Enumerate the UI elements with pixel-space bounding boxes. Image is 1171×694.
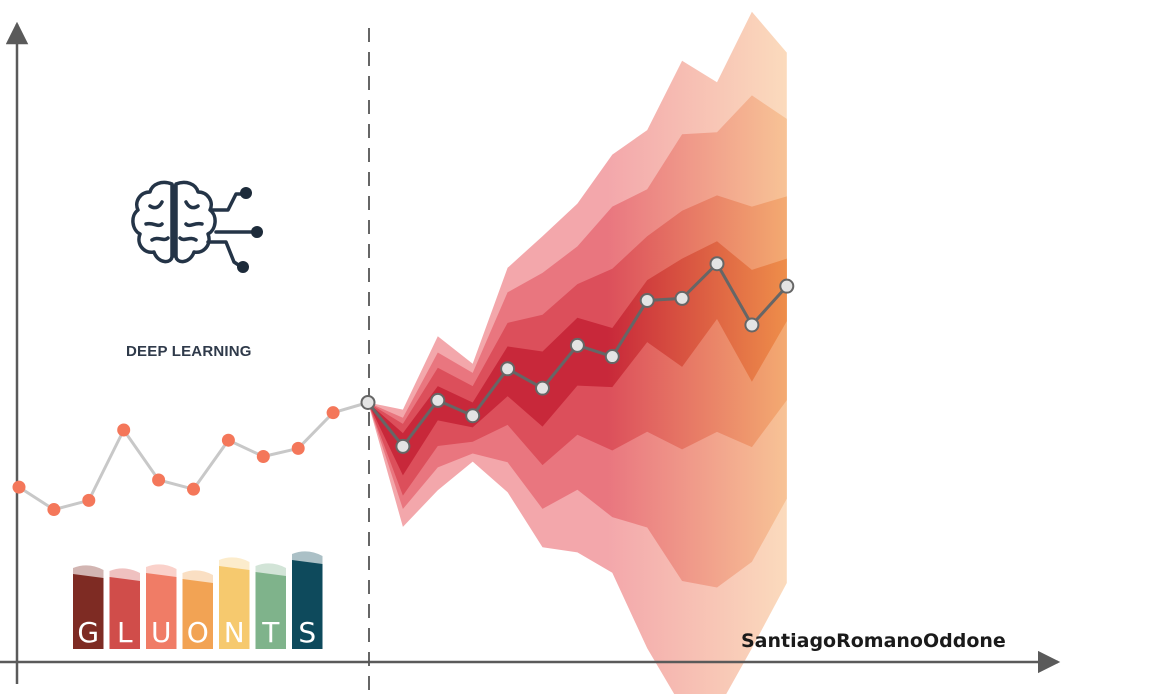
history-point <box>221 433 235 447</box>
fade-overlay <box>1040 0 1171 694</box>
history-point <box>326 406 340 420</box>
history-point <box>256 450 270 464</box>
forecast-point <box>709 256 725 272</box>
circuit-node-mid <box>251 226 263 238</box>
logo-bar <box>219 566 250 649</box>
history-point <box>82 493 96 507</box>
forecast-point <box>430 392 446 408</box>
logo-letter: N <box>224 616 245 649</box>
logo-bar <box>255 572 286 649</box>
series-lines <box>12 256 795 517</box>
history-point <box>291 441 305 455</box>
forecast-point <box>604 349 620 365</box>
forecast-point <box>744 317 760 333</box>
logo-bar <box>109 577 140 649</box>
logo-bar <box>182 579 213 649</box>
deep-learning-label: DEEP LEARNING <box>126 343 252 360</box>
history-point <box>152 473 166 487</box>
logo-bar <box>73 574 104 649</box>
logo-letter: O <box>187 616 209 649</box>
logo-bar <box>292 560 323 649</box>
forecast-point <box>395 438 411 454</box>
history-point <box>187 482 200 496</box>
forecast-point <box>535 380 550 396</box>
forecast-point <box>360 394 376 410</box>
forecast-point <box>779 278 795 294</box>
history-point <box>12 480 26 494</box>
logo-letter: U <box>151 616 172 649</box>
circuit-node-bottom <box>237 261 249 273</box>
forecast-point <box>639 292 655 308</box>
history-point <box>47 503 61 517</box>
forecast-point <box>500 361 516 377</box>
logo-letter: L <box>117 616 133 649</box>
brain-circuit-icon <box>131 180 254 268</box>
history-point <box>117 423 131 437</box>
logo-letter: S <box>298 616 316 649</box>
logo-letter: G <box>77 616 99 649</box>
forecast-point <box>674 290 690 306</box>
logo-bar <box>146 573 177 649</box>
forecast-bands <box>368 11 787 694</box>
forecast-point <box>569 337 585 353</box>
circuit-node-top <box>240 187 252 199</box>
forecast-point <box>465 408 481 424</box>
author-watermark: SantiagoRomanoOddone <box>741 630 1006 652</box>
logo-letter: T <box>261 616 280 649</box>
